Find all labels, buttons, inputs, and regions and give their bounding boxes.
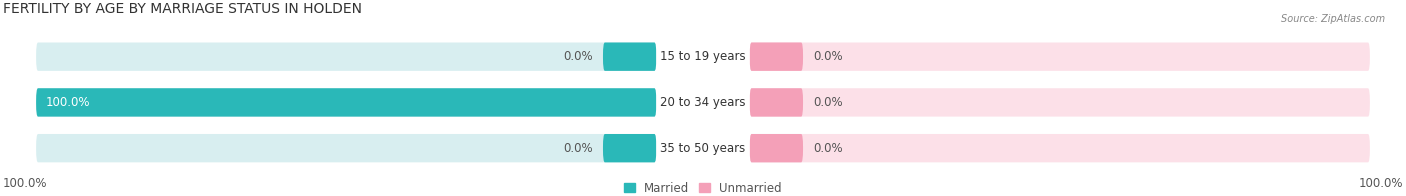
FancyBboxPatch shape (749, 88, 1369, 117)
FancyBboxPatch shape (657, 84, 749, 121)
Text: FERTILITY BY AGE BY MARRIAGE STATUS IN HOLDEN: FERTILITY BY AGE BY MARRIAGE STATUS IN H… (3, 2, 361, 16)
Text: 0.0%: 0.0% (813, 96, 842, 109)
Text: 0.0%: 0.0% (813, 50, 842, 63)
Text: 0.0%: 0.0% (813, 142, 842, 155)
FancyBboxPatch shape (749, 88, 803, 117)
FancyBboxPatch shape (657, 38, 749, 75)
Legend: Married, Unmarried: Married, Unmarried (624, 181, 782, 194)
Text: 0.0%: 0.0% (564, 50, 593, 63)
Text: 35 to 50 years: 35 to 50 years (661, 142, 745, 155)
FancyBboxPatch shape (749, 43, 1369, 71)
Text: 100.0%: 100.0% (46, 96, 90, 109)
FancyBboxPatch shape (749, 43, 803, 71)
Text: Source: ZipAtlas.com: Source: ZipAtlas.com (1281, 14, 1385, 24)
FancyBboxPatch shape (37, 88, 657, 117)
FancyBboxPatch shape (37, 88, 657, 117)
Text: 0.0%: 0.0% (564, 142, 593, 155)
FancyBboxPatch shape (657, 129, 749, 167)
Text: 100.0%: 100.0% (3, 177, 48, 190)
FancyBboxPatch shape (749, 134, 803, 162)
FancyBboxPatch shape (603, 134, 657, 162)
FancyBboxPatch shape (749, 134, 1369, 162)
FancyBboxPatch shape (37, 134, 657, 162)
Text: 20 to 34 years: 20 to 34 years (661, 96, 745, 109)
Text: 100.0%: 100.0% (1358, 177, 1403, 190)
FancyBboxPatch shape (37, 43, 657, 71)
Text: 15 to 19 years: 15 to 19 years (661, 50, 745, 63)
FancyBboxPatch shape (603, 43, 657, 71)
